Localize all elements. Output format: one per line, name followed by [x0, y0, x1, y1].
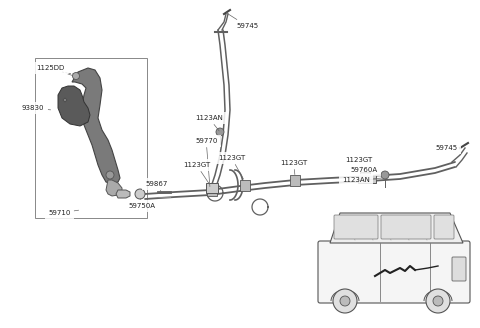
Text: 93830: 93830	[22, 105, 50, 111]
Text: 1123GT: 1123GT	[218, 155, 245, 179]
Circle shape	[216, 128, 224, 136]
Text: 59745: 59745	[226, 13, 258, 29]
FancyBboxPatch shape	[434, 215, 454, 239]
Text: 59760A: 59760A	[350, 167, 377, 177]
Text: 1123AN: 1123AN	[342, 177, 382, 183]
PathPatch shape	[63, 98, 67, 102]
Circle shape	[381, 171, 389, 179]
Circle shape	[340, 296, 350, 306]
Text: 59770: 59770	[195, 138, 217, 187]
Text: 1123GT: 1123GT	[183, 162, 210, 184]
Text: 1125DD: 1125DD	[36, 65, 72, 75]
Circle shape	[333, 289, 357, 313]
Circle shape	[106, 171, 114, 179]
Bar	[358, 175, 376, 183]
Text: 1123GT: 1123GT	[280, 160, 307, 174]
Circle shape	[433, 296, 443, 306]
Text: 1123AN: 1123AN	[195, 115, 223, 131]
FancyBboxPatch shape	[381, 215, 431, 239]
Text: 1123GT: 1123GT	[345, 157, 372, 172]
PathPatch shape	[106, 180, 122, 196]
Circle shape	[426, 289, 450, 313]
Circle shape	[72, 72, 80, 79]
PathPatch shape	[72, 68, 120, 184]
Text: 59710: 59710	[48, 210, 79, 216]
Bar	[207, 185, 217, 196]
PathPatch shape	[330, 213, 463, 243]
Text: 59867: 59867	[145, 181, 168, 192]
FancyBboxPatch shape	[318, 241, 470, 303]
PathPatch shape	[58, 86, 90, 126]
Bar	[35, 58, 147, 218]
PathPatch shape	[116, 190, 130, 198]
Text: 59745: 59745	[435, 145, 461, 151]
Bar	[290, 175, 300, 186]
Text: 59750A: 59750A	[128, 198, 155, 209]
FancyBboxPatch shape	[334, 215, 378, 239]
FancyBboxPatch shape	[452, 257, 466, 281]
Bar	[240, 180, 250, 191]
Bar	[360, 172, 370, 183]
Bar	[206, 183, 218, 193]
Circle shape	[135, 189, 145, 199]
